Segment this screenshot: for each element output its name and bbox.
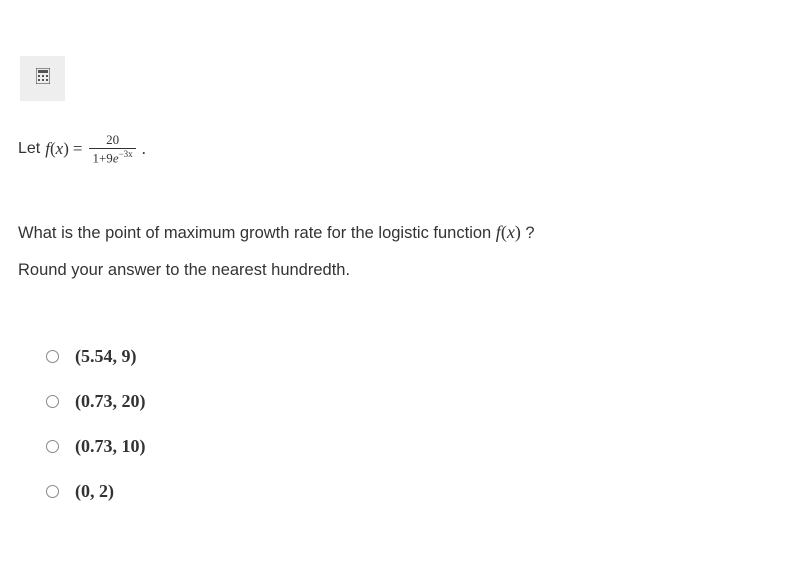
question-paren-close: ) <box>515 222 521 242</box>
equation-fraction: 20 1+9e−3x <box>89 133 135 166</box>
option-row: (0, 2) <box>46 481 146 502</box>
radio-option-1[interactable] <box>46 350 59 363</box>
denom-part1: 1+9 <box>92 151 112 166</box>
radio-option-4[interactable] <box>46 485 59 498</box>
equation-x: x <box>56 139 64 159</box>
option-row: (0.73, 20) <box>46 391 146 412</box>
denom-exponent: −3x <box>119 149 133 159</box>
option-label-3: (0.73, 10) <box>75 436 146 457</box>
calculator-icon <box>36 68 50 89</box>
fraction-denominator: 1+9e−3x <box>89 148 135 166</box>
equation-equals: = <box>73 139 83 159</box>
option-row: (0.73, 10) <box>46 436 146 457</box>
equation-definition: Let f ( x ) = 20 1+9e−3x . <box>18 133 146 166</box>
radio-option-3[interactable] <box>46 440 59 453</box>
question-before: What is the point of maximum growth rate… <box>18 224 496 242</box>
option-label-1: (5.54, 9) <box>75 346 137 367</box>
option-label-4: (0, 2) <box>75 481 114 502</box>
question-x: x <box>507 222 515 242</box>
equation-paren-close: ) <box>63 139 69 159</box>
option-row: (5.54, 9) <box>46 346 146 367</box>
radio-option-2[interactable] <box>46 395 59 408</box>
question-after: ? <box>525 224 534 242</box>
equation-prefix: Let <box>18 140 40 158</box>
option-label-2: (0.73, 20) <box>75 391 146 412</box>
rounding-instruction: Round your answer to the nearest hundred… <box>18 261 350 280</box>
answer-options: (5.54, 9) (0.73, 20) (0.73, 10) (0, 2) <box>46 346 146 526</box>
equation-suffix: . <box>142 139 146 159</box>
question-prompt: What is the point of maximum growth rate… <box>18 222 535 243</box>
calculator-button[interactable] <box>20 56 65 101</box>
fraction-numerator: 20 <box>103 133 122 148</box>
